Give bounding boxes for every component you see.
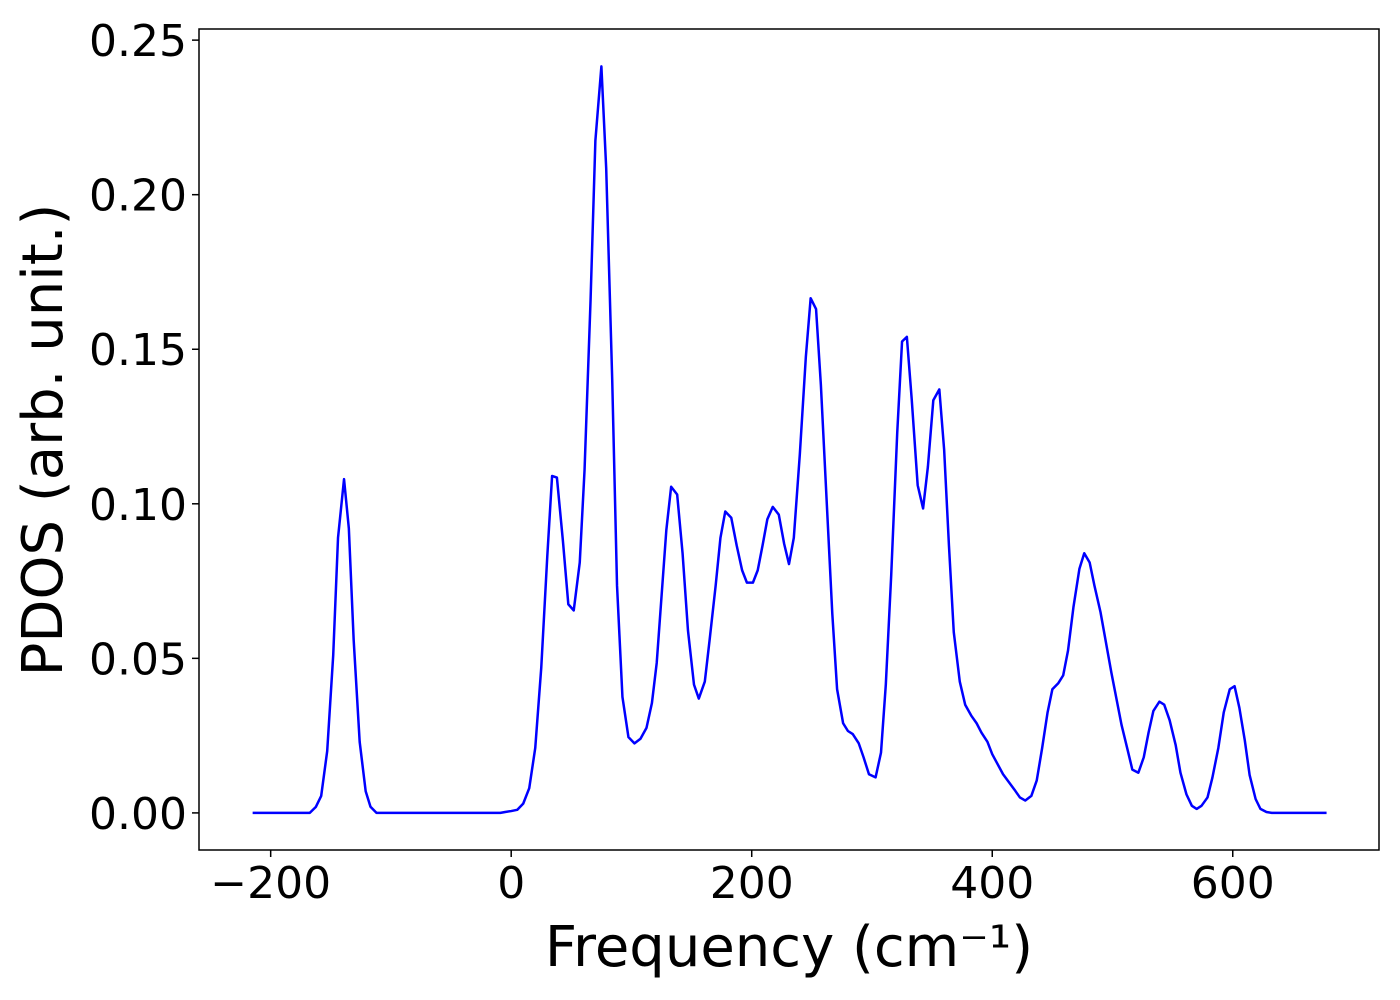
y-tick-label: 0.20 (89, 171, 187, 222)
x-axis-label: Frequency (cm⁻¹) (545, 915, 1033, 980)
y-tick-label: 0.15 (89, 325, 187, 376)
data-line (252, 65, 1327, 815)
x-tick-label: 200 (710, 858, 794, 909)
y-tick-label: 0.05 (89, 634, 187, 685)
plot-frame (198, 28, 1380, 851)
y-axis-label: PDOS (arb. unit.) (11, 204, 76, 677)
x-tick-label: 400 (950, 858, 1034, 909)
y-tick-label: 0.00 (89, 789, 187, 840)
y-tick-label: 0.10 (89, 480, 187, 531)
x-tick-label: 0 (497, 858, 525, 909)
y-tick-label: 0.25 (89, 16, 187, 67)
x-tick-label: −200 (210, 858, 331, 909)
x-tick-label: 600 (1191, 858, 1275, 909)
